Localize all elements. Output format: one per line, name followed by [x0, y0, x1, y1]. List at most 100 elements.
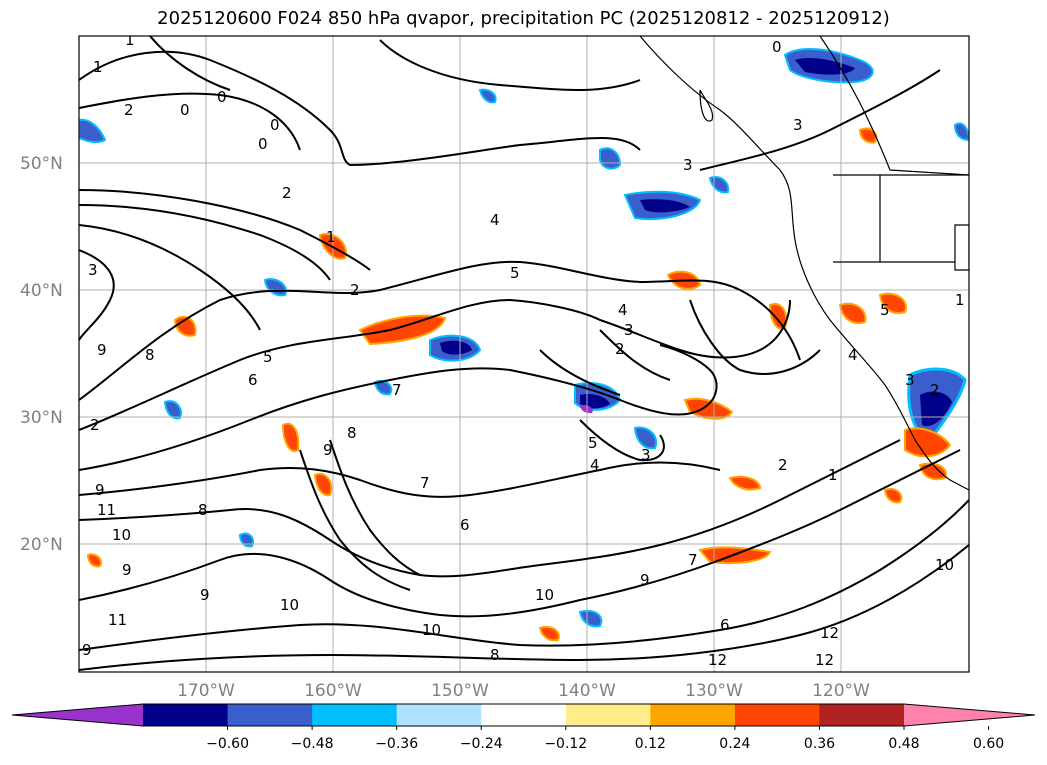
svg-text:6: 6	[720, 616, 730, 634]
colorbar-swatch	[396, 704, 482, 726]
svg-text:2: 2	[124, 101, 134, 119]
colorbar-swatch	[734, 704, 820, 726]
precip-field	[79, 48, 969, 642]
svg-text:9: 9	[82, 641, 92, 659]
colorbar: −0.60 −0.48 −0.36 −0.24 −0.12 0.12 0.24 0.36 0.4…	[11, 703, 1036, 752]
colorbar-swatch	[819, 704, 905, 726]
svg-text:3: 3	[88, 261, 98, 279]
colorbar-swatch	[227, 704, 313, 726]
svg-text:4: 4	[618, 301, 628, 319]
svg-text:2: 2	[615, 340, 625, 358]
lon-label-160w: 160°W	[304, 681, 362, 701]
svg-text:0: 0	[270, 116, 280, 134]
svg-text:5: 5	[510, 264, 520, 282]
svg-text:0: 0	[258, 135, 268, 153]
svg-text:12: 12	[815, 651, 834, 669]
svg-text:3: 3	[641, 446, 651, 464]
svg-text:2: 2	[350, 281, 360, 299]
colorbar-tick-label: 0.24	[719, 736, 750, 752]
svg-text:3: 3	[624, 321, 634, 339]
svg-text:0: 0	[772, 38, 782, 56]
colorbar-swatch	[312, 704, 398, 726]
svg-text:12: 12	[708, 651, 727, 669]
svg-text:2: 2	[282, 184, 292, 202]
colorbar-tick-label: −0.36	[375, 736, 418, 752]
colorbar-swatch	[143, 704, 229, 726]
colorbar-extend-low	[12, 704, 143, 726]
svg-text:3: 3	[683, 156, 693, 174]
map-title: 2025120600 F024 850 hPa qvapor, precipit…	[157, 8, 890, 29]
svg-text:10: 10	[535, 586, 554, 604]
svg-text:6: 6	[248, 371, 258, 389]
colorbar-tick-label: 0.60	[973, 736, 1004, 752]
coastline	[639, 36, 969, 491]
svg-text:8: 8	[347, 424, 357, 442]
svg-text:9: 9	[323, 441, 333, 459]
svg-text:3: 3	[905, 371, 915, 389]
colorbar-tick-label: −0.12	[544, 736, 587, 752]
svg-text:9: 9	[122, 561, 132, 579]
svg-text:10: 10	[422, 621, 441, 639]
qvapor-contours	[79, 36, 969, 671]
lon-label-140w: 140°W	[558, 681, 616, 701]
svg-text:0: 0	[180, 101, 190, 119]
colorbar-outline	[11, 703, 1036, 727]
svg-text:3: 3	[793, 116, 803, 134]
svg-text:12: 12	[820, 624, 839, 642]
svg-text:1: 1	[955, 291, 965, 309]
lon-label-150w: 150°W	[431, 681, 489, 701]
lon-label-170w: 170°W	[177, 681, 235, 701]
longitude-labels: 170°W 160°W 150°W 140°W 130°W 120°W	[177, 681, 870, 701]
svg-text:8: 8	[145, 346, 155, 364]
svg-text:1: 1	[93, 58, 103, 76]
svg-text:9: 9	[640, 571, 650, 589]
colorbar-swatch	[565, 704, 651, 726]
contour-labels: 1 0 1 2 0 0 0 0 3 3 2 1 2 4 5 3 9 8 6 5 …	[82, 31, 965, 669]
lat-label-40n: 40°N	[20, 281, 63, 301]
lat-label-50n: 50°N	[20, 154, 63, 174]
colorbar-tick-label: −0.24	[460, 736, 503, 752]
svg-text:4: 4	[848, 346, 858, 364]
svg-text:5: 5	[263, 348, 273, 366]
colorbar-extend-high	[904, 704, 1035, 726]
svg-text:2: 2	[930, 381, 940, 399]
svg-text:5: 5	[880, 301, 890, 319]
map-border	[78, 35, 970, 673]
svg-text:4: 4	[490, 211, 500, 229]
svg-text:8: 8	[198, 501, 208, 519]
svg-text:8: 8	[490, 646, 500, 664]
svg-text:9: 9	[200, 586, 210, 604]
lon-label-130w: 130°W	[685, 681, 743, 701]
colorbar-tick-label: −0.60	[206, 736, 249, 752]
svg-text:1: 1	[828, 466, 838, 484]
svg-text:1: 1	[125, 31, 135, 49]
svg-text:7: 7	[392, 381, 402, 399]
svg-text:11: 11	[97, 501, 116, 519]
map-panel	[79, 36, 969, 672]
lon-label-120w: 120°W	[812, 681, 870, 701]
svg-text:11: 11	[108, 611, 127, 629]
svg-text:2: 2	[778, 456, 788, 474]
colorbar-tick-label: −0.48	[291, 736, 334, 752]
svg-text:6: 6	[460, 516, 470, 534]
colorbar-swatch	[650, 704, 736, 726]
svg-text:4: 4	[590, 456, 600, 474]
svg-text:2: 2	[90, 416, 100, 434]
svg-text:10: 10	[112, 526, 131, 544]
svg-text:10: 10	[935, 556, 954, 574]
svg-text:9: 9	[97, 341, 107, 359]
svg-text:7: 7	[688, 551, 698, 569]
colorbar-tick-label: 0.12	[635, 736, 666, 752]
svg-text:1: 1	[326, 228, 336, 246]
colorbar-tick-label: 0.48	[888, 736, 919, 752]
lat-label-30n: 30°N	[20, 408, 63, 428]
svg-text:10: 10	[280, 596, 299, 614]
lat-label-20n: 20°N	[20, 535, 63, 555]
svg-text:0: 0	[217, 88, 227, 106]
latitude-labels: 50°N 40°N 30°N 20°N	[20, 154, 63, 555]
svg-text:7: 7	[420, 474, 430, 492]
colorbar-swatch	[481, 704, 567, 726]
svg-text:5: 5	[588, 434, 598, 452]
svg-text:9: 9	[95, 481, 105, 499]
